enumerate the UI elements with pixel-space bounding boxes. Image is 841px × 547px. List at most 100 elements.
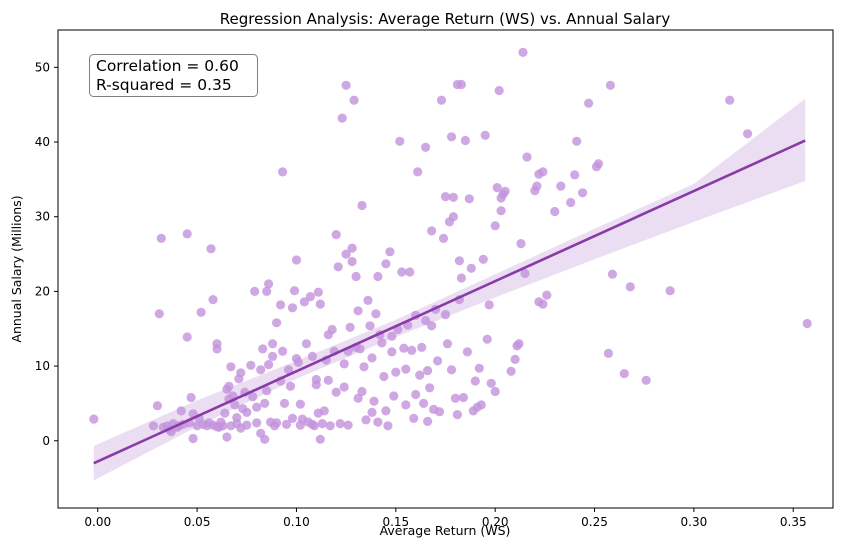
data-point [458,392,468,403]
data-point [411,389,421,400]
data-point [279,398,290,408]
data-point [665,286,675,296]
data-point [293,357,303,367]
stats-annotation: Correlation = 0.60 R-squared = 0.35 [89,54,258,97]
y-axis: 0 10 20 30 40 50 [35,60,58,448]
data-point [522,152,532,162]
data-point [423,366,433,376]
data-point [462,347,472,357]
data-point [395,136,405,146]
data-point [448,212,458,222]
data-point [361,415,371,425]
data-point [456,79,466,90]
data-point [252,402,262,412]
data-point [743,129,753,139]
data-point [349,95,359,105]
data-point [258,344,268,354]
data-point [401,364,411,374]
data-point [440,310,451,320]
data-point [409,413,419,423]
data-point [506,366,516,376]
data-point [452,410,462,420]
data-point [456,273,466,283]
data-point [347,256,357,267]
data-point [572,136,582,146]
data-point [264,360,274,370]
data-point [373,271,383,282]
data-point [250,286,260,296]
data-point [385,247,395,257]
data-point [413,167,423,177]
data-point [268,339,278,349]
data-point [802,318,812,329]
data-point [496,206,506,216]
data-point [421,315,431,326]
data-point [425,383,435,393]
data-point [305,292,315,302]
data-point [242,407,252,417]
data-point [323,375,333,385]
regression-line [93,139,806,465]
data-point [242,420,252,430]
data-point [295,399,305,409]
x-tick-label: 0.30 [681,515,708,529]
data-point [556,181,566,191]
chart-title: Regression Analysis: Average Return (WS)… [220,10,671,28]
data-point [464,194,474,204]
data-point [365,321,375,331]
data-point [625,282,635,292]
data-point [514,339,524,349]
data-point [188,433,198,444]
data-point [285,381,296,391]
x-axis-label: Average Return (WS) [380,523,511,538]
correlation-text: Correlation = 0.60 [96,57,239,75]
data-point [248,392,258,402]
data-point [367,407,377,417]
x-tick-label: 0.10 [283,515,310,529]
data-point [570,170,580,180]
data-point [154,309,164,319]
data-point [260,434,270,444]
data-point [262,386,272,396]
data-point [220,408,230,418]
data-point [333,262,343,272]
data-point [281,419,292,429]
data-point [482,334,492,344]
data-point [276,300,286,310]
data-point [299,297,309,307]
data-point [436,95,447,105]
confidence-band [93,98,806,481]
data-point [327,324,337,335]
data-point [335,419,345,429]
data-point [379,371,389,382]
y-tick-label: 30 [35,210,50,224]
data-point [538,167,548,177]
data-point [605,80,616,90]
data-point [176,406,186,416]
data-point [480,130,490,140]
data-point [224,381,234,391]
data-point [331,387,341,397]
data-point [641,375,651,385]
data-point [373,417,383,427]
data-point [272,418,282,428]
data-point [377,338,387,348]
stats-annotation-box [89,54,258,97]
data-point [387,347,397,357]
data-point [260,398,270,408]
data-point [307,351,317,361]
data-point [490,221,500,231]
data-point [460,135,470,146]
x-tick-label: 0.00 [84,515,111,529]
data-point [268,351,278,361]
x-tick-label: 0.15 [382,515,409,529]
data-point [399,343,409,353]
data-point [516,239,526,249]
data-point [466,263,476,273]
data-point [492,183,502,193]
data-point [381,259,391,269]
y-axis-label: Annual Salary (Millions) [9,195,24,342]
data-point [196,307,206,317]
data-point [417,342,427,352]
data-point [359,362,369,372]
